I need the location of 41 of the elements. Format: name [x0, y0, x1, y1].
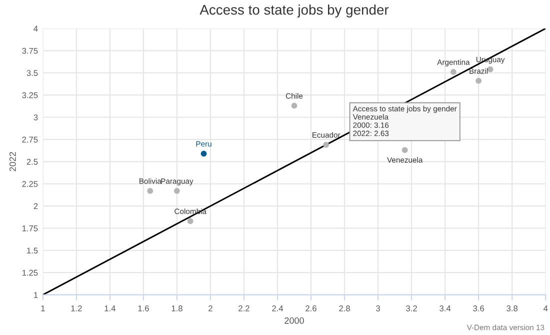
x-tick-label: 2.8 — [339, 305, 350, 312]
x-tick-label: 2.4 — [272, 305, 284, 312]
y-tick-label: 2.75 — [22, 136, 38, 143]
x-tick-label: 1 — [41, 306, 45, 312]
y-tick-label: 3 — [34, 114, 38, 120]
y-axis-title: 2022 — [9, 152, 16, 172]
y-tick-label: 1.5 — [27, 248, 38, 254]
y-tick-label: 2.5 — [26, 158, 38, 165]
point — [476, 78, 482, 84]
y-tick-label: 1 — [34, 292, 38, 298]
y-tick-label: 3.5 — [26, 70, 38, 76]
x-tick-label: 2.6 — [306, 305, 316, 312]
x-axis-title: 2000 — [284, 317, 304, 324]
x-tick-label: 1.8 — [172, 305, 182, 312]
x-tick-label: 2.2 — [238, 305, 250, 312]
chart-title: Access to state jobs by gender — [200, 4, 389, 18]
x-tick-label: 1.2 — [71, 305, 82, 312]
x-tick-label: 3.4 — [440, 305, 451, 312]
point — [450, 69, 456, 75]
point — [200, 150, 207, 157]
x-tick-label: 1.4 — [104, 306, 116, 312]
point — [402, 147, 408, 154]
x-tick-label: 1.6 — [138, 305, 149, 312]
point — [147, 188, 154, 194]
point — [323, 142, 330, 148]
x-tick-label: 2 — [208, 305, 212, 312]
y-tick-label: 1.75 — [22, 226, 38, 232]
y-tick-label: 2.25 — [22, 181, 38, 187]
y-tick-label: 2 — [34, 203, 38, 210]
point — [174, 188, 180, 194]
x-tick-label: 3.2 — [406, 305, 417, 312]
y-tick-label: 3.75 — [22, 48, 38, 54]
x-tick-label: 3.6 — [473, 305, 484, 312]
y-tick-label: 1.25 — [22, 270, 38, 276]
x-tick-label: 4 — [543, 306, 548, 312]
y-tick-label: 4 — [34, 26, 38, 32]
point — [291, 102, 298, 109]
x-tick-label: 3 — [376, 305, 380, 312]
y-tick-label: 3.25 — [22, 92, 38, 98]
x-tick-label: 3.8 — [506, 305, 518, 312]
point — [187, 218, 194, 224]
